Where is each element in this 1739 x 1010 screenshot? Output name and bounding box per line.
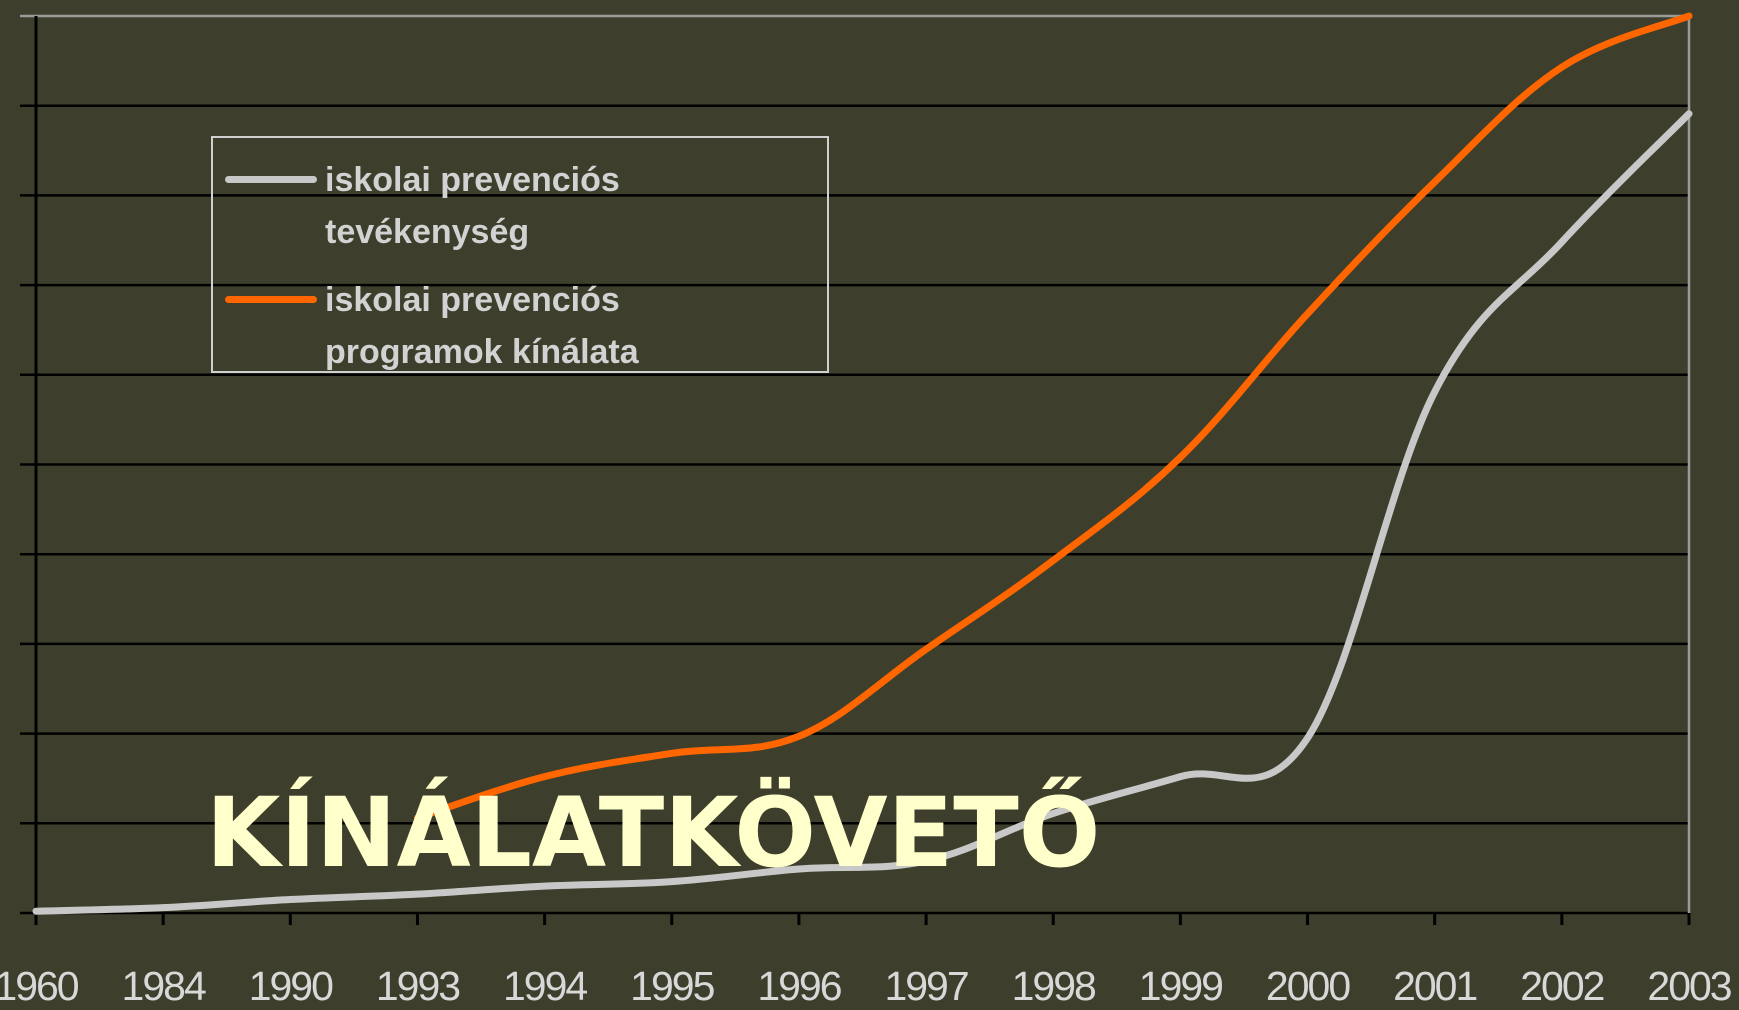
x-tick-label: 1993	[376, 963, 459, 1009]
x-tick-label: 1960	[0, 963, 79, 1009]
legend-swatch	[225, 176, 317, 183]
x-tick-label: 2000	[1266, 963, 1350, 1009]
x-tick-label: 1997	[884, 963, 967, 1009]
x-tick-label: 1998	[1012, 963, 1096, 1009]
legend-swatch	[225, 296, 317, 303]
x-tick-label: 1990	[249, 963, 333, 1009]
x-tick-label: 1996	[757, 963, 840, 1009]
legend-item: iskolai prevenciós programok kínálata	[213, 274, 805, 378]
legend-item: iskolai prevenciós tevékenység	[213, 154, 805, 258]
legend: iskolai prevenciós tevékenység iskolai pr…	[211, 136, 829, 373]
x-tick-label: 1994	[503, 963, 587, 1009]
x-tick-label: 1999	[1139, 963, 1222, 1009]
series-line	[413, 12, 1693, 822]
x-tick-label: 1984	[122, 963, 206, 1009]
x-tick-label: 1995	[630, 963, 714, 1009]
x-tick-label: 2002	[1520, 963, 1603, 1009]
x-tick-label: 2003	[1647, 963, 1730, 1009]
legend-label: iskolai prevenciós programok kínálata	[325, 281, 639, 371]
legend-label: iskolai prevenciós tevékenység	[325, 161, 620, 251]
series-line	[32, 110, 1693, 915]
annotation: KÍNÁLATKÖVETŐ	[206, 776, 1100, 889]
x-tick-label: 2001	[1393, 963, 1476, 1009]
